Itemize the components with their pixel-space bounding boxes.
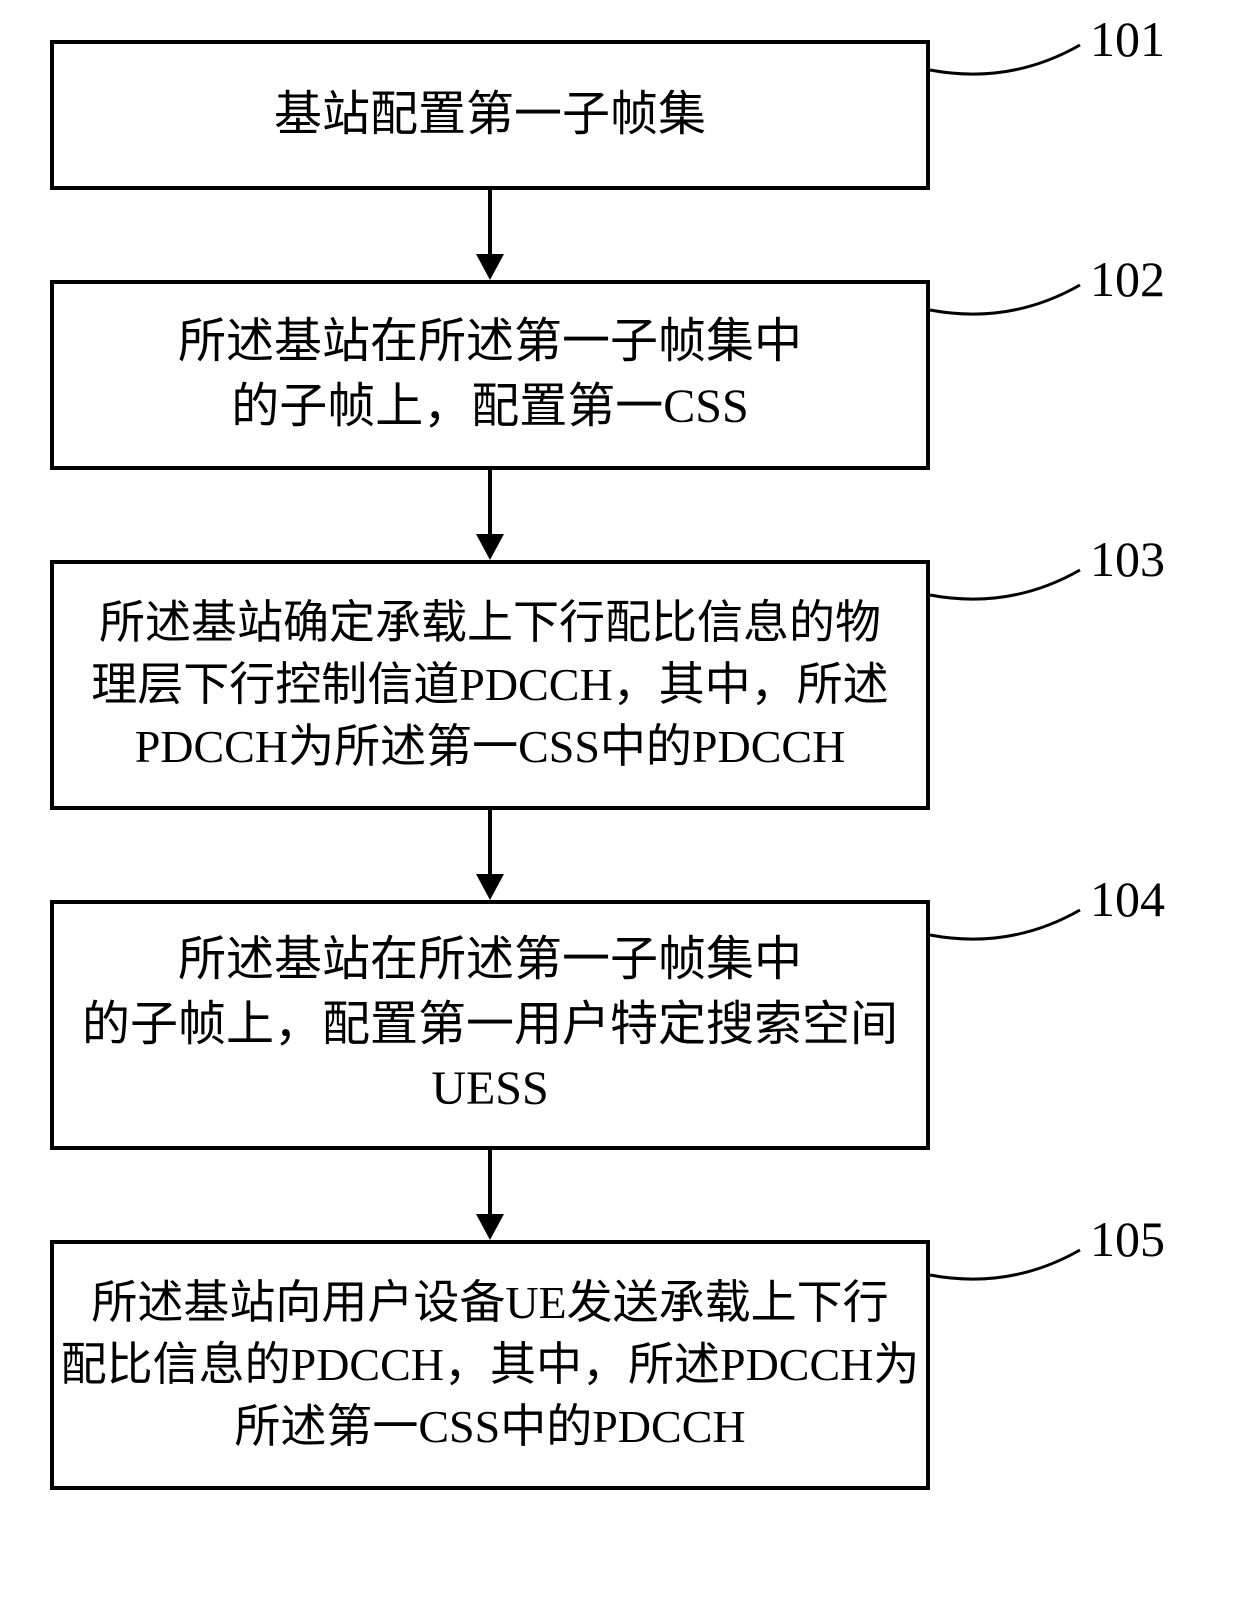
arrow-4 xyxy=(460,1150,520,1240)
flow-step-4-line: 所述基站在所述第一子帧集中 xyxy=(178,928,802,993)
arrow-3 xyxy=(460,810,520,900)
flow-step-5-line: 所述基站向用户设备UE发送承载上下行 xyxy=(91,1272,888,1334)
step-number-3: 103 xyxy=(1090,530,1165,588)
callout-1 xyxy=(925,40,1085,90)
step-number-4: 104 xyxy=(1090,870,1165,928)
flow-step-3: 所述基站确定承载上下行配比信息的物理层下行控制信道PDCCH，其中，所述PDCC… xyxy=(50,560,930,810)
flow-step-5: 所述基站向用户设备UE发送承载上下行配比信息的PDCCH，其中，所述PDCCH为… xyxy=(50,1240,930,1490)
flow-step-3-line: PDCCH为所述第一CSS中的PDCCH xyxy=(135,716,846,778)
step-number-2: 102 xyxy=(1090,250,1165,308)
flow-step-2-line: 的子帧上，配置第一CSS xyxy=(231,375,748,440)
flow-step-1-line: 基站配置第一子帧集 xyxy=(274,83,706,148)
callout-2 xyxy=(925,280,1085,330)
flow-step-1: 基站配置第一子帧集 xyxy=(50,40,930,190)
flow-step-3-line: 所述基站确定承载上下行配比信息的物 xyxy=(99,592,881,654)
flow-step-4-line: 的子帧上，配置第一用户特定搜索空间 xyxy=(82,993,898,1058)
flow-step-5-line: 配比信息的PDCCH，其中，所述PDCCH为 xyxy=(61,1334,920,1396)
callout-4 xyxy=(925,905,1085,955)
callout-5 xyxy=(925,1245,1085,1295)
flow-step-4-line: UESS xyxy=(431,1057,548,1122)
callout-3 xyxy=(925,565,1085,615)
flow-step-5-line: 所述第一CSS中的PDCCH xyxy=(234,1396,745,1458)
step-number-5: 105 xyxy=(1090,1210,1165,1268)
step-number-1: 101 xyxy=(1090,10,1165,68)
arrow-1 xyxy=(460,190,520,280)
flow-step-2-line: 所述基站在所述第一子帧集中 xyxy=(178,310,802,375)
arrow-2 xyxy=(460,470,520,560)
flow-step-3-line: 理层下行控制信道PDCCH，其中，所述 xyxy=(91,654,888,716)
flow-step-4: 所述基站在所述第一子帧集中的子帧上，配置第一用户特定搜索空间UESS xyxy=(50,900,930,1150)
flow-step-2: 所述基站在所述第一子帧集中的子帧上，配置第一CSS xyxy=(50,280,930,470)
